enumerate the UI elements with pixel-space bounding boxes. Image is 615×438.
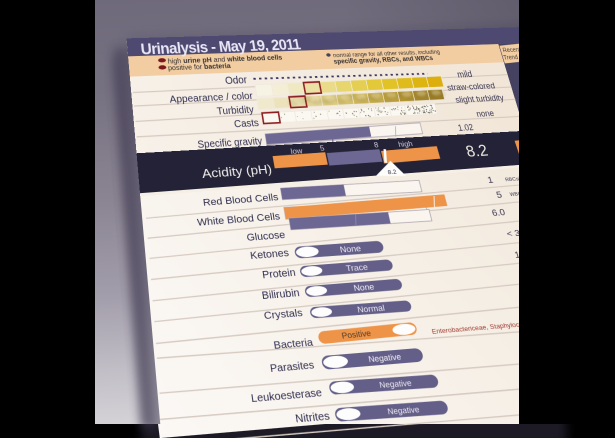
svg-text:Turbidity: Turbidity	[216, 104, 255, 117]
svg-text:high: high	[397, 139, 413, 148]
svg-text:Odor: Odor	[224, 75, 248, 87]
svg-text:positive for bacteria: positive for bacteria	[168, 62, 232, 72]
svg-text:8.2: 8.2	[464, 142, 490, 161]
svg-text:Crystals: Crystals	[263, 307, 304, 322]
svg-text:high urine pH and white blood: high urine pH and white blood cells	[167, 54, 282, 66]
svg-text:Bacteria: Bacteria	[273, 336, 315, 351]
svg-text:Trend: Trend	[503, 54, 519, 61]
svg-text:8.2: 8.2	[387, 169, 397, 176]
svg-text:< 3: < 3	[505, 227, 521, 239]
svg-text:1.02: 1.02	[457, 122, 475, 133]
svg-text:Specific gravity: Specific gravity	[197, 135, 263, 151]
svg-text:Parasites: Parasites	[269, 358, 316, 374]
svg-text:Glucose: Glucose	[246, 229, 286, 244]
svg-text:Positive: Positive	[341, 329, 372, 341]
svg-text:Bilirubin: Bilirubin	[261, 287, 300, 301]
svg-text:1: 1	[486, 175, 494, 185]
svg-text:mild: mild	[456, 69, 473, 79]
svg-text:Trace: Trace	[345, 262, 369, 274]
svg-text:straw-colored: straw-colored	[446, 81, 496, 93]
svg-text:normal range for all other res: normal range for all other results, incl…	[332, 49, 441, 59]
svg-text:None: None	[339, 244, 363, 255]
svg-text:Protein: Protein	[261, 267, 296, 281]
svg-text:Nitrites: Nitrites	[294, 409, 331, 425]
svg-text:8: 8	[373, 140, 379, 149]
svg-text:Urinalysis - May 19, 2011: Urinalysis - May 19, 2011	[140, 37, 303, 59]
svg-text:specific gravity, RBCs, and WB: specific gravity, RBCs, and WBCs	[333, 55, 434, 65]
svg-text:low: low	[290, 146, 304, 156]
svg-text:slight turbidity: slight turbidity	[454, 93, 505, 105]
svg-text:none: none	[475, 108, 495, 119]
svg-text:Casts: Casts	[233, 118, 259, 131]
svg-text:RBCs/HPF: RBCs/HPF	[505, 176, 531, 184]
svg-text:Recent: Recent	[502, 47, 522, 54]
svg-text:Leukoesterase: Leukoesterase	[250, 386, 323, 404]
svg-text:None: None	[353, 282, 375, 294]
svg-text:Normal: Normal	[356, 303, 386, 315]
svg-text:Acidity (pH): Acidity (pH)	[201, 162, 273, 181]
svg-text:Ketones: Ketones	[250, 248, 291, 262]
svg-text:5: 5	[495, 190, 503, 200]
svg-text:Negative: Negative	[379, 379, 413, 390]
svg-text:Negative: Negative	[387, 406, 421, 417]
svg-text:5: 5	[319, 144, 325, 153]
svg-text:Negative: Negative	[368, 353, 402, 364]
svg-text:Appearance / color: Appearance / color	[169, 91, 254, 106]
svg-text:6.0: 6.0	[490, 207, 506, 218]
